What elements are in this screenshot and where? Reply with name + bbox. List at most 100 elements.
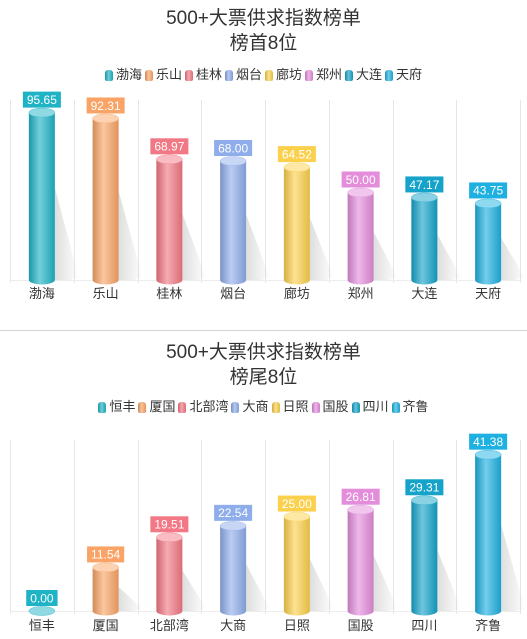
legend-label: 大商 [242, 399, 269, 414]
bar-cap [92, 562, 119, 573]
legend-swatch-icon [98, 401, 107, 413]
legend-item[interactable]: 大商 [231, 398, 269, 416]
legend-swatch-icon [138, 401, 147, 413]
x-tick-label: 北部湾 [150, 618, 189, 633]
bar [347, 187, 398, 285]
legend-item[interactable]: 郑州 [305, 66, 342, 84]
bar-shadow [118, 191, 143, 280]
data-label-box [214, 140, 253, 156]
data-label-box [86, 97, 125, 114]
bar-body [156, 537, 183, 611]
legend-item[interactable]: 烟台 [224, 66, 262, 84]
legend-label: 日照 [282, 399, 309, 414]
bar-cap [474, 449, 502, 460]
legend-item[interactable]: 厦国 [138, 398, 175, 416]
x-tick-label: 大商 [220, 618, 246, 633]
legend-label: 桂林 [195, 67, 222, 82]
bar-chart-plot: 95.65 92.31 68.97 68.00 64.52 50.00 47.17 43.75… [10, 91, 526, 301]
bar [92, 113, 143, 285]
chart-subtitle: 榜尾8位 [229, 367, 298, 388]
chart-legend: 渤海 乐山 桂林 烟台 廊坊 郑州 大连 天府 [0, 66, 527, 84]
bar-cap [219, 521, 247, 531]
bar-shadow [501, 237, 526, 280]
legend-item[interactable]: 恒丰 [98, 398, 135, 416]
x-tick-label: 恒丰 [29, 618, 55, 633]
bar [28, 107, 79, 285]
data-label: 64.52 [277, 146, 316, 163]
legend-label: 齐鲁 [402, 399, 429, 414]
data-label: 95.65 [22, 91, 61, 108]
legend-swatch-icon [385, 69, 394, 81]
data-label: 0.00 [26, 590, 58, 606]
chart-title: 500+大票供求指数榜单 [166, 8, 361, 29]
bar-body [411, 197, 438, 280]
x-tick-label: 廊坊 [284, 286, 310, 301]
legend-item[interactable]: 日照 [271, 398, 309, 416]
x-tick-label: 烟台 [220, 286, 246, 301]
legend-label: 渤海 [115, 67, 142, 82]
chart-panel-bottom: 500+大票供求指数榜单 榜尾8位 恒丰 厦国 北部湾 大商 日照 国股 四川 齐鲁 0.00… [0, 332, 527, 639]
legend-swatch-icon [305, 69, 314, 81]
x-tick-label: 厦国 [93, 618, 119, 633]
data-label: 50.00 [341, 171, 380, 188]
data-label-text: 47.17 [409, 178, 439, 192]
bar-body [475, 203, 502, 280]
bar-shadow [118, 587, 143, 611]
legend-item[interactable]: 乐山 [144, 66, 182, 84]
bar-chart-plot: 0.00 11.54 19.51 22.54 25.00 26.81 29.31 41.38 恒… [10, 433, 526, 633]
legend-item[interactable]: 桂林 [184, 66, 222, 84]
panel-divider [0, 330, 527, 331]
legend-swatch-icon [231, 401, 240, 413]
x-tick-label: 郑州 [348, 286, 374, 301]
x-tick-label: 天府 [475, 286, 501, 301]
legend-item[interactable]: 四川 [351, 398, 389, 416]
legend-item[interactable]: 国股 [311, 398, 349, 416]
legend-swatch-icon [391, 401, 400, 413]
bar-body [347, 192, 374, 280]
bars [28, 107, 526, 285]
data-label-text: 26.81 [346, 490, 376, 504]
bar-shadow [246, 564, 271, 611]
data-labels: 0.00 11.54 19.51 22.54 25.00 26.81 29.31 41.38 [26, 433, 508, 606]
x-tick-label: 大连 [411, 286, 437, 301]
data-label-text: 22.54 [218, 506, 248, 520]
bar-cap [92, 113, 119, 124]
bar-body [283, 516, 310, 611]
bar-shadow [437, 234, 462, 280]
data-label-box [22, 91, 61, 108]
bar [219, 156, 271, 285]
legend-item[interactable]: 齐鲁 [391, 398, 429, 416]
bar-cap [156, 532, 183, 543]
data-label-box [405, 479, 444, 496]
bar-shadow [182, 213, 207, 280]
bar-shadow [246, 214, 271, 280]
legend-item[interactable]: 北部湾 [178, 398, 228, 416]
legend-label: 恒丰 [109, 399, 136, 414]
x-tick-label: 桂林 [156, 286, 182, 301]
bar [347, 504, 398, 616]
legend-label: 乐山 [155, 67, 182, 82]
bar-shadow [373, 555, 398, 611]
legend-label: 国股 [322, 399, 349, 414]
bar-cap [411, 495, 438, 506]
bar-body [28, 112, 55, 280]
data-label: 68.97 [150, 138, 189, 155]
legend-swatch-icon [178, 401, 187, 413]
bar [28, 606, 56, 616]
legend-label: 四川 [362, 399, 389, 414]
data-label-text: 43.75 [473, 184, 503, 198]
legend-item[interactable]: 天府 [385, 66, 422, 84]
legend-swatch-icon [104, 69, 113, 81]
bar-shadow [373, 231, 398, 280]
legend-item[interactable]: 渤海 [104, 66, 142, 84]
data-label-text: 11.54 [91, 548, 120, 562]
legend-item[interactable]: 大连 [345, 66, 382, 84]
data-label-text: 68.00 [218, 141, 248, 155]
data-label-box [469, 182, 508, 199]
bar-cap [411, 192, 438, 203]
legend-item[interactable]: 廊坊 [265, 66, 302, 84]
legend-label: 厦国 [149, 399, 176, 414]
data-label-box [26, 590, 58, 606]
data-label-box [341, 171, 380, 188]
